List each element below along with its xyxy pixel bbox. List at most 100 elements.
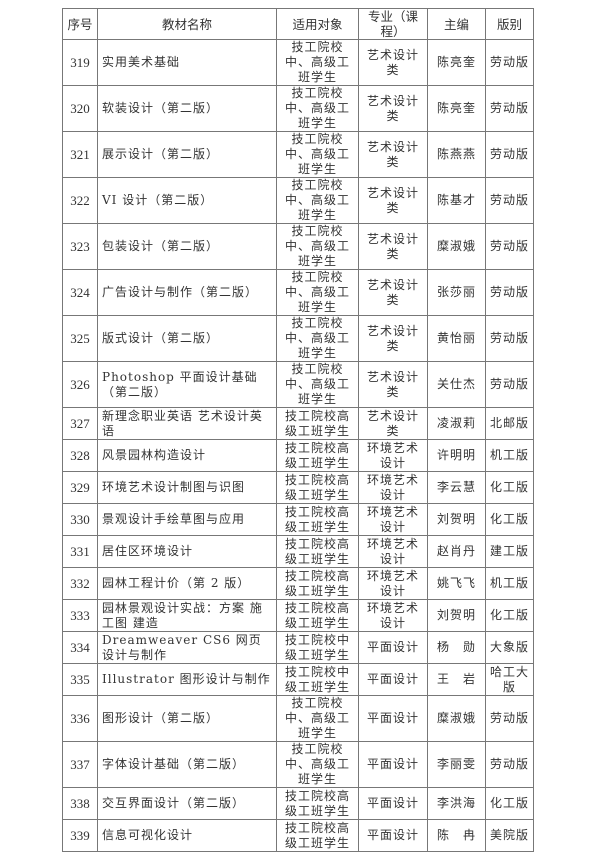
header-major: 专业（课程） [358,8,428,40]
row-number: 337 [62,741,98,788]
publisher-edition: 哈工大版 [485,663,534,696]
header-no: 序号 [62,8,98,40]
row-number: 333 [62,599,98,632]
chief-editor: 关仕杰 [427,361,486,408]
publisher-edition: 化工版 [485,503,534,536]
table-row: 330 景观设计手绘草图与应用 技工院校高级工班学生 环境艺术设计 刘贺明 化工版 [62,503,534,536]
major-course: 平面设计 [358,663,428,696]
publisher-edition: 大象版 [485,631,534,664]
table-row: 322 VI 设计（第二版） 技工院校中、高级工班学生 艺术设计类 陈基才 劳动版 [62,177,534,224]
textbook-title: 实用美术基础 [97,39,277,86]
target-audience: 技工院校高级工班学生 [276,439,359,472]
major-course: 艺术设计类 [358,361,428,408]
chief-editor: 赵肖丹 [427,535,486,568]
row-number: 332 [62,567,98,600]
row-number: 328 [62,439,98,472]
table-row: 327 新理念职业英语 艺术设计英语 技工院校高级工班学生 艺术设计类 凌淑莉 北邮版 [62,407,534,440]
major-course: 环境艺术设计 [358,439,428,472]
major-course: 环境艺术设计 [358,535,428,568]
textbook-title: Dreamweaver CS6 网页设计与制作 [97,631,277,664]
textbook-title: 展示设计（第二版） [97,131,277,178]
table-row: 339 信息可视化设计 技工院校高级工班学生 平面设计陈 冉美院版 [62,819,534,852]
textbook-title: 字体设计基础（第二版） [97,741,277,788]
row-number: 329 [62,471,98,504]
major-course: 平面设计 [358,741,428,788]
chief-editor: 黄怡丽 [427,315,486,362]
table-row: 328 风景园林构造设计 技工院校高级工班学生 环境艺术设计 许明明 机工版 [62,439,534,472]
chief-editor: 凌淑莉 [427,407,486,440]
target-audience: 技工院校高级工班学生 [276,567,359,600]
table-row: 324 广告设计与制作（第二版） 技工院校中、高级工班学生 艺术设计类 张莎丽 劳动版 [62,269,534,316]
table-row: 320 软装设计（第二版） 技工院校中、高级工班学生 艺术设计类 陈亮奎 劳动版 [62,85,534,132]
chief-editor: 陈亮奎 [427,85,486,132]
table-row: 336 图形设计（第二版） 技工院校中、高级工班学生 平面设计 糜淑娥 劳动版 [62,695,534,742]
row-number: 324 [62,269,98,316]
row-number: 326 [62,361,98,408]
chief-editor: 刘贺明 [427,599,486,632]
row-number: 319 [62,39,98,86]
major-course: 艺术设计类 [358,407,428,440]
textbook-title: 园林工程计价（第 2 版） [97,567,277,600]
publisher-edition: 化工版 [485,599,534,632]
row-number: 331 [62,535,98,568]
publisher-edition: 劳动版 [485,85,534,132]
chief-editor: 刘贺明 [427,503,486,536]
textbook-title: Illustrator 图形设计与制作 [97,663,277,696]
major-course: 环境艺术设计 [358,567,428,600]
major-course: 艺术设计类 [358,85,428,132]
chief-editor: 王 岩 [427,663,486,696]
publisher-edition: 劳动版 [485,269,534,316]
textbook-title: 信息可视化设计 [97,819,277,852]
row-number: 322 [62,177,98,224]
target-audience: 技工院校高级工班学生 [276,819,359,852]
major-course: 艺术设计类 [358,177,428,224]
row-number: 330 [62,503,98,536]
row-number: 325 [62,315,98,362]
table-row: 332 园林工程计价（第 2 版） 技工院校高级工班学生 环境艺术设计 姚飞飞 机工版 [62,567,534,600]
publisher-edition: 机工版 [485,439,534,472]
major-course: 平面设计 [358,631,428,664]
table-row: 333 园林景观设计实战：方案 施工图 建造 技工院校高级工班学生 环境艺术设计 刘贺明… [62,599,534,632]
textbook-title: 版式设计（第二版） [97,315,277,362]
table-row: 326 Photoshop 平面设计基础（第二版） 技工院校中、高级工班学生 艺术设计… [62,361,534,408]
publisher-edition: 化工版 [485,787,534,820]
target-audience: 技工院校中、高级工班学生 [276,695,359,742]
major-course: 环境艺术设计 [358,599,428,632]
row-number: 335 [62,663,98,696]
table-row: 325 版式设计（第二版） 技工院校中、高级工班学生 艺术设计类 黄怡丽 劳动版 [62,315,534,362]
textbook-title: 交互界面设计（第二版） [97,787,277,820]
target-audience: 技工院校高级工班学生 [276,787,359,820]
publisher-edition: 劳动版 [485,177,534,224]
publisher-edition: 化工版 [485,471,534,504]
chief-editor: 杨 勋 [427,631,486,664]
target-audience: 技工院校中级工班学生 [276,663,359,696]
publisher-edition: 劳动版 [485,361,534,408]
target-audience: 技工院校高级工班学生 [276,407,359,440]
row-number: 327 [62,407,98,440]
major-course: 艺术设计类 [358,269,428,316]
textbook-table: 序号 教材名称 适用对象 专业（课程） 主编 版别 319 实用美术基础 技工院校中… [62,8,534,852]
header-title: 教材名称 [97,8,277,40]
textbook-title: 图形设计（第二版） [97,695,277,742]
major-course: 平面设计 [358,695,428,742]
row-number: 336 [62,695,98,742]
target-audience: 技工院校中级工班学生 [276,631,359,664]
header-target: 适用对象 [276,8,359,40]
header-publisher: 版别 [485,8,534,40]
textbook-title: 新理念职业英语 艺术设计英语 [97,407,277,440]
chief-editor: 李洪海 [427,787,486,820]
major-course: 艺术设计类 [358,39,428,86]
target-audience: 技工院校中、高级工班学生 [276,85,359,132]
textbook-title: 环境艺术设计制图与识图 [97,471,277,504]
publisher-edition: 建工版 [485,535,534,568]
table-row: 337 字体设计基础（第二版） 技工院校中、高级工班学生 平面设计 李丽雯 劳动版 [62,741,534,788]
chief-editor: 陈亮奎 [427,39,486,86]
row-number: 339 [62,819,98,852]
major-course: 艺术设计类 [358,223,428,270]
table-row: 338 交互界面设计（第二版） 技工院校高级工班学生 平面设计 李洪海 化工版 [62,787,534,820]
major-course: 平面设计 [358,819,428,852]
target-audience: 技工院校高级工班学生 [276,471,359,504]
textbook-title: VI 设计（第二版） [97,177,277,224]
chief-editor: 姚飞飞 [427,567,486,600]
target-audience: 技工院校中、高级工班学生 [276,177,359,224]
